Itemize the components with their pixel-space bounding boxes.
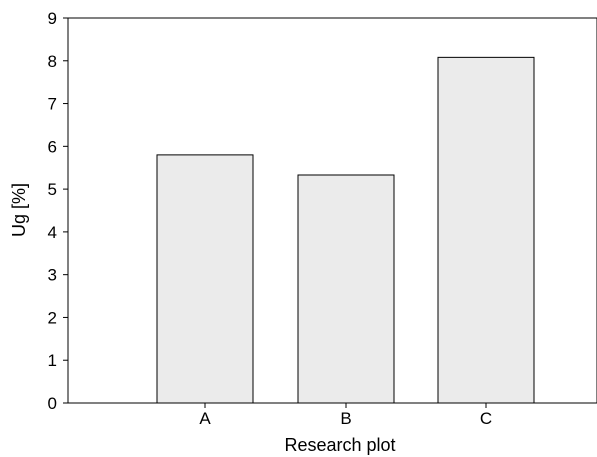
y-tick-label: 5	[48, 180, 57, 199]
bar-b	[297, 174, 395, 404]
x-tick-label: B	[340, 409, 351, 428]
y-tick-label: 6	[48, 137, 57, 156]
y-tick-label: 1	[48, 351, 57, 370]
y-tick-label: 3	[48, 266, 57, 285]
x-axis-label: Research plot	[284, 435, 395, 455]
x-axis-ticks: A B C	[199, 403, 492, 428]
y-tick-label: 8	[48, 52, 57, 71]
y-tick-label: 7	[48, 95, 57, 114]
y-tick-label: 4	[48, 223, 57, 242]
x-tick-label: A	[199, 409, 211, 428]
y-tick-label: 0	[48, 394, 57, 413]
bar-c	[437, 56, 535, 404]
x-tick-label: C	[480, 409, 492, 428]
y-tick-label: 2	[48, 308, 57, 327]
y-axis-label: Ug [%]	[9, 183, 29, 237]
bar-a	[156, 154, 254, 404]
y-axis-ticks: 0 1 2 3 4 5 6 7 8 9	[48, 9, 68, 413]
y-tick-label: 9	[48, 9, 57, 28]
